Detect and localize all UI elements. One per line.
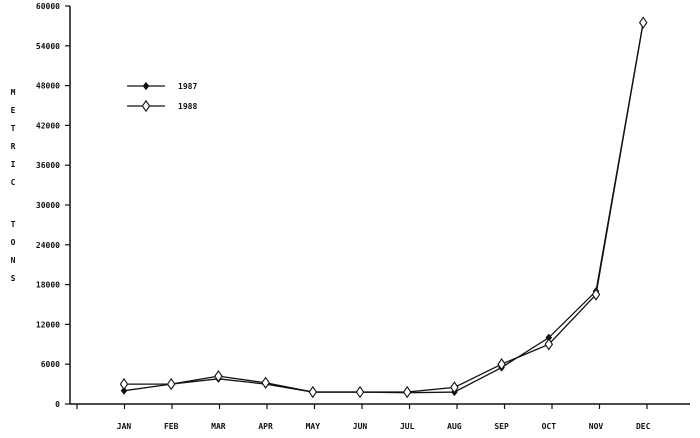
data-point bbox=[497, 358, 506, 371]
y-axis-ticks: 0 6000 12000 18000 24000 30000 36000 42000 48000… bbox=[36, 2, 70, 409]
x-tick-label: JUL bbox=[400, 422, 415, 431]
x-tick-label: SEP bbox=[494, 422, 509, 431]
y-axis-label-char: S bbox=[11, 274, 16, 283]
y-tick-label: 42000 bbox=[36, 121, 60, 130]
legend-marker bbox=[141, 99, 151, 113]
y-tick-label: 6000 bbox=[41, 360, 60, 369]
x-tick-label: APR bbox=[258, 422, 273, 431]
x-tick-label: DEC bbox=[636, 422, 651, 431]
series-1987 bbox=[120, 18, 647, 397]
data-point bbox=[355, 385, 365, 399]
series-line bbox=[123, 22, 644, 394]
y-tick-label: 60000 bbox=[36, 2, 60, 11]
y-tick-label: 30000 bbox=[36, 201, 60, 210]
data-point bbox=[119, 377, 129, 391]
y-tick-label: 12000 bbox=[36, 320, 60, 329]
series-lines bbox=[119, 16, 648, 399]
x-tick-label: MAR bbox=[211, 422, 226, 431]
data-point bbox=[166, 377, 176, 391]
series-1988 bbox=[119, 16, 648, 399]
y-axis-label-char: T bbox=[11, 124, 16, 133]
series-line bbox=[124, 22, 644, 393]
x-tick-label: MAY bbox=[306, 422, 321, 431]
legend-item-1987: 1987 bbox=[127, 81, 197, 91]
y-axis-label-char: M bbox=[11, 88, 16, 97]
axes bbox=[69, 6, 690, 405]
y-tick-label: 0 bbox=[55, 400, 60, 409]
data-point bbox=[120, 386, 128, 395]
x-tick-label: AUG bbox=[447, 422, 462, 431]
x-tick-label: JUN bbox=[353, 422, 368, 431]
y-axis-label-char: O bbox=[11, 238, 16, 247]
y-tick-label: 24000 bbox=[36, 241, 60, 250]
legend-label: 1988 bbox=[178, 102, 197, 111]
legend-marker bbox=[142, 81, 150, 91]
data-point bbox=[308, 385, 318, 399]
data-point bbox=[402, 385, 412, 399]
x-axis-ticks: JAN FEB MAR APR MAY JUN JUL AUG SEP OCT NOV DEC bbox=[76, 404, 651, 431]
y-tick-label: 54000 bbox=[36, 42, 60, 51]
data-point bbox=[450, 381, 459, 394]
data-point bbox=[544, 338, 554, 351]
y-axis-label-char: E bbox=[11, 106, 16, 115]
x-tick-label: JAN bbox=[117, 422, 132, 431]
legend-label: 1987 bbox=[178, 82, 197, 91]
data-point bbox=[261, 376, 270, 389]
data-point bbox=[591, 288, 601, 301]
legend: 1987 1988 bbox=[127, 81, 197, 113]
y-tick-label: 48000 bbox=[36, 82, 60, 91]
y-axis-label-char: N bbox=[11, 256, 16, 265]
y-axis-label-char: T bbox=[11, 220, 16, 229]
data-point bbox=[638, 16, 648, 29]
y-axis-label-char: C bbox=[11, 178, 16, 187]
data-point bbox=[214, 369, 223, 383]
y-axis-label-char: R bbox=[11, 142, 16, 151]
legend-item-1988: 1988 bbox=[127, 99, 197, 113]
y-axis-label-char: I bbox=[11, 160, 16, 169]
y-tick-label: 18000 bbox=[36, 281, 60, 290]
x-tick-label: NOV bbox=[589, 422, 604, 431]
x-tick-label: OCT bbox=[542, 422, 557, 431]
y-tick-label: 36000 bbox=[36, 161, 60, 170]
x-tick-label: FEB bbox=[164, 422, 179, 431]
